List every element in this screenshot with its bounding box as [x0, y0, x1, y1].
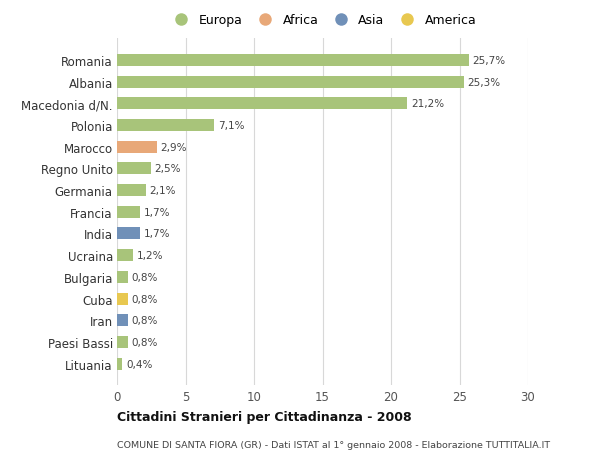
- Bar: [117, 358, 122, 370]
- Bar: [117, 271, 128, 283]
- Bar: [117, 293, 128, 305]
- Text: 25,7%: 25,7%: [473, 56, 506, 66]
- Text: Cittadini Stranieri per Cittadinanza - 2008: Cittadini Stranieri per Cittadinanza - 2…: [117, 410, 412, 423]
- Bar: [117, 98, 407, 110]
- Bar: [117, 207, 140, 218]
- Bar: [117, 314, 128, 326]
- Bar: [117, 141, 157, 153]
- Bar: [117, 55, 469, 67]
- Bar: [117, 163, 151, 175]
- Text: 0,8%: 0,8%: [131, 337, 158, 347]
- Text: 25,3%: 25,3%: [467, 78, 500, 87]
- Text: 0,8%: 0,8%: [131, 294, 158, 304]
- Bar: [117, 228, 140, 240]
- Text: 2,9%: 2,9%: [160, 142, 187, 152]
- Text: 0,8%: 0,8%: [131, 315, 158, 325]
- Text: 0,8%: 0,8%: [131, 272, 158, 282]
- Text: 2,1%: 2,1%: [149, 185, 176, 196]
- Bar: [117, 250, 133, 262]
- Text: COMUNE DI SANTA FIORA (GR) - Dati ISTAT al 1° gennaio 2008 - Elaborazione TUTTIT: COMUNE DI SANTA FIORA (GR) - Dati ISTAT …: [117, 441, 550, 449]
- Legend: Europa, Africa, Asia, America: Europa, Africa, Asia, America: [169, 14, 476, 27]
- Bar: [117, 185, 146, 196]
- Text: 1,7%: 1,7%: [144, 229, 170, 239]
- Text: 2,5%: 2,5%: [155, 164, 181, 174]
- Text: 1,7%: 1,7%: [144, 207, 170, 217]
- Bar: [117, 76, 464, 88]
- Bar: [117, 336, 128, 348]
- Text: 21,2%: 21,2%: [411, 99, 444, 109]
- Text: 0,4%: 0,4%: [126, 359, 152, 369]
- Text: 7,1%: 7,1%: [218, 121, 244, 131]
- Bar: [117, 120, 214, 132]
- Text: 1,2%: 1,2%: [137, 251, 163, 261]
